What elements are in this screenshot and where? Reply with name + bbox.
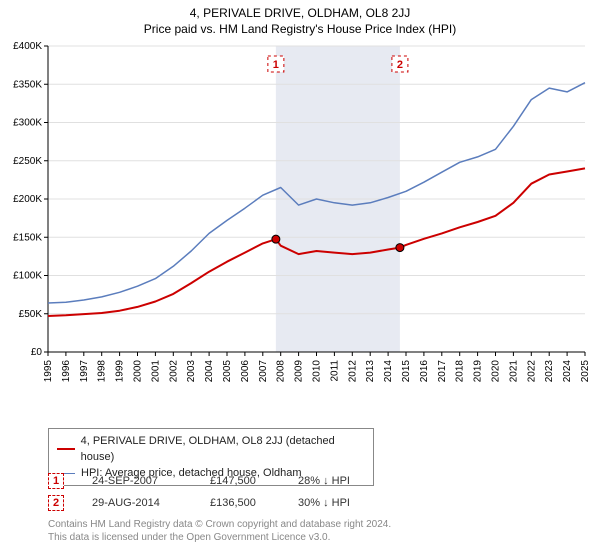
svg-text:£250K: £250K <box>13 156 42 167</box>
svg-text:1996: 1996 <box>61 360 72 383</box>
svg-text:2003: 2003 <box>186 360 197 383</box>
legend-item: 4, PERIVALE DRIVE, OLDHAM, OL8 2JJ (deta… <box>57 433 365 465</box>
svg-text:1: 1 <box>273 59 279 71</box>
svg-text:2010: 2010 <box>312 360 323 383</box>
svg-text:2019: 2019 <box>473 360 484 383</box>
svg-text:£350K: £350K <box>13 79 42 90</box>
svg-text:2: 2 <box>397 59 403 71</box>
svg-text:2018: 2018 <box>455 360 466 383</box>
svg-text:2024: 2024 <box>562 360 573 383</box>
chart-title: 4, PERIVALE DRIVE, OLDHAM, OL8 2JJ <box>0 0 600 20</box>
svg-text:2012: 2012 <box>347 360 358 383</box>
sale-delta: 28% ↓ HPI <box>298 475 378 487</box>
svg-text:2011: 2011 <box>329 360 340 382</box>
svg-text:1995: 1995 <box>43 360 54 383</box>
svg-text:£150K: £150K <box>13 232 42 243</box>
copyright-line-2: This data is licensed under the Open Gov… <box>48 531 391 544</box>
svg-text:2014: 2014 <box>383 360 394 383</box>
svg-text:2021: 2021 <box>508 360 519 383</box>
sales-table: 1 24-SEP-2007 £147,500 28% ↓ HPI 2 29-AUG-201… <box>48 470 406 514</box>
sale-date: 29-AUG-2014 <box>92 497 182 509</box>
svg-text:2004: 2004 <box>204 360 215 383</box>
sale-delta: 30% ↓ HPI <box>298 497 378 509</box>
svg-text:£50K: £50K <box>19 309 43 320</box>
svg-text:2008: 2008 <box>276 360 287 383</box>
svg-text:2023: 2023 <box>544 360 555 383</box>
svg-text:2020: 2020 <box>491 360 502 383</box>
svg-text:2013: 2013 <box>365 360 376 383</box>
sale-date: 24-SEP-2007 <box>92 475 182 487</box>
legend-label: 4, PERIVALE DRIVE, OLDHAM, OL8 2JJ (deta… <box>81 433 365 465</box>
svg-text:£0: £0 <box>31 347 43 358</box>
svg-text:2006: 2006 <box>240 360 251 383</box>
svg-text:£400K: £400K <box>13 42 42 52</box>
svg-text:2017: 2017 <box>437 360 448 383</box>
svg-text:2007: 2007 <box>258 360 269 383</box>
sale-row: 2 29-AUG-2014 £136,500 30% ↓ HPI <box>48 492 406 514</box>
svg-text:2005: 2005 <box>222 360 233 383</box>
svg-text:1997: 1997 <box>79 360 90 383</box>
price-chart: £0 £50K £100K £150K £200K £250K £300K £350K £400… <box>0 42 600 422</box>
sale-marker: 1 <box>48 473 64 489</box>
sale-price: £147,500 <box>210 475 270 487</box>
sale-marker: 2 <box>48 495 64 511</box>
sale-row: 1 24-SEP-2007 £147,500 28% ↓ HPI <box>48 470 406 492</box>
svg-text:2002: 2002 <box>168 360 179 383</box>
svg-text:1998: 1998 <box>97 360 108 383</box>
svg-text:2015: 2015 <box>401 360 412 383</box>
legend-swatch <box>57 448 75 450</box>
svg-text:£200K: £200K <box>13 194 42 205</box>
sale-price: £136,500 <box>210 497 270 509</box>
chart-subtitle: Price paid vs. HM Land Registry's House … <box>0 20 600 40</box>
copyright-line-1: Contains HM Land Registry data © Crown c… <box>48 518 391 531</box>
svg-text:2001: 2001 <box>150 360 161 383</box>
svg-text:2022: 2022 <box>526 360 537 383</box>
svg-text:£300K: £300K <box>13 118 42 129</box>
svg-text:2009: 2009 <box>294 360 305 383</box>
svg-text:2025: 2025 <box>580 360 591 383</box>
copyright-note: Contains HM Land Registry data © Crown c… <box>48 518 391 544</box>
svg-text:2000: 2000 <box>133 360 144 383</box>
svg-text:£100K: £100K <box>13 271 42 282</box>
svg-text:2016: 2016 <box>419 360 430 383</box>
svg-text:1999: 1999 <box>115 360 126 383</box>
